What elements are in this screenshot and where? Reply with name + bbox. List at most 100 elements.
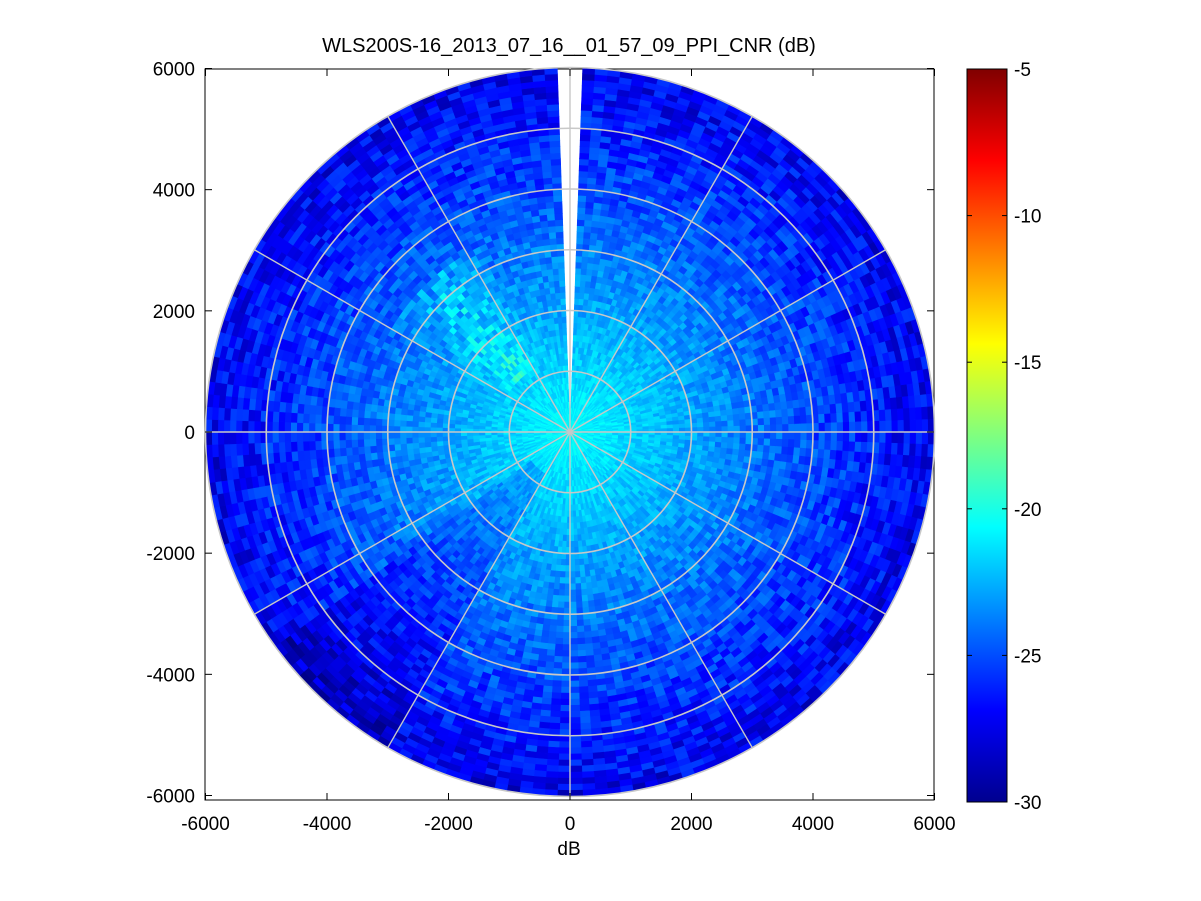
ppi-cell <box>430 440 438 447</box>
ppi-cell <box>578 558 585 566</box>
ppi-cell <box>429 426 437 433</box>
ppi-cell <box>672 424 680 429</box>
ppi-cell <box>460 435 468 440</box>
ppi-cell <box>411 420 419 428</box>
ppi-cell <box>569 559 576 566</box>
ppi-cell <box>715 426 723 433</box>
ppi-cell <box>578 564 585 572</box>
ppi-cell <box>721 436 729 444</box>
ppi-cell <box>732 413 741 421</box>
ppi-cell <box>563 595 571 603</box>
ppi-cell <box>715 421 723 428</box>
ppi-cell <box>581 594 589 603</box>
ppi-cell <box>559 285 566 293</box>
ppi-cell <box>560 558 566 566</box>
ppi-cell <box>558 267 565 275</box>
ppi-cell <box>554 286 561 294</box>
ppi-cell <box>564 559 571 566</box>
ppi-cell <box>549 286 556 294</box>
ppi-cell <box>558 273 566 281</box>
ppi-cell <box>715 436 723 443</box>
ppi-cell <box>574 273 582 281</box>
ppi-cell <box>703 431 711 438</box>
ppi-cell <box>654 425 662 430</box>
ppi-cell <box>709 426 717 433</box>
ppi-cell <box>472 434 480 440</box>
ppi-cell <box>411 431 419 438</box>
ppi-cell <box>552 268 560 276</box>
ppi-cell <box>702 436 710 443</box>
ppi-cell <box>550 292 557 301</box>
ppi-cell <box>546 268 554 276</box>
ppi-cell <box>567 401 570 409</box>
ppi-cell <box>424 441 432 448</box>
ppi-cell <box>579 570 586 578</box>
ppi-cell <box>412 447 420 455</box>
ppi-cell <box>412 415 420 422</box>
ppi-cell <box>579 286 586 294</box>
ppi-cell <box>587 256 595 264</box>
ppi-cell <box>581 255 589 264</box>
ppi-cell <box>580 274 587 282</box>
ppi-cell <box>733 425 741 433</box>
ppi-cell <box>567 395 570 403</box>
ppi-cell <box>720 442 728 449</box>
ppi-cell <box>423 436 431 443</box>
ppi-cell <box>436 422 444 428</box>
ppi-cell <box>412 442 420 449</box>
ppi-cell <box>565 377 569 384</box>
ppi-cell <box>569 583 576 591</box>
ppi-cell <box>573 528 578 536</box>
ppi-cell <box>586 588 594 596</box>
ppi-cell <box>454 435 462 441</box>
ppi-cell <box>569 595 577 603</box>
ppi-cell <box>580 588 588 596</box>
ppi-cell <box>573 534 578 542</box>
ppi-cell <box>564 358 569 366</box>
ppi-cell <box>733 431 741 439</box>
ppi-cell <box>574 577 581 585</box>
ppi-cell <box>574 564 581 572</box>
chart-title: WLS200S-16_2013_07_16__01_57_09_PPI_CNR … <box>322 35 816 57</box>
ppi-cell <box>696 422 704 428</box>
ppi-cell <box>564 583 571 591</box>
ppi-cell <box>660 424 668 430</box>
ppi-cell <box>405 425 413 433</box>
ppi-cell <box>424 416 432 423</box>
ppi-cell <box>715 431 723 438</box>
ppi-cell <box>586 594 595 602</box>
ppi-cell <box>562 322 567 330</box>
ppi-cell <box>572 522 578 530</box>
ppi-cell <box>574 583 582 591</box>
ppi-cell <box>429 431 437 438</box>
ppi-cell <box>399 431 407 439</box>
ppi-cell <box>666 424 674 429</box>
ppi-cell <box>585 582 593 590</box>
ppi-cell <box>579 576 587 584</box>
ppi-cell <box>563 346 568 354</box>
ppi-cell <box>720 415 728 422</box>
ppi-cell <box>558 583 566 591</box>
ppi-cell <box>575 261 583 269</box>
ppi-cell <box>553 582 560 590</box>
ppi-cell <box>553 274 560 282</box>
ppi-cell <box>399 443 408 451</box>
ppi-cell <box>726 408 734 416</box>
ppi-cell <box>575 589 582 597</box>
ppi-cell <box>708 441 716 448</box>
ppi-cell <box>733 419 741 427</box>
ppi-cell <box>436 426 443 433</box>
ppi-cell <box>721 431 729 438</box>
ppi-cell <box>405 437 413 444</box>
ppi-cell <box>545 262 554 270</box>
ppi-cell <box>583 563 590 572</box>
ppi-cell <box>733 437 741 445</box>
ppi-cell <box>701 412 710 419</box>
ppi-cell <box>411 436 419 444</box>
ppi-cell <box>562 334 568 342</box>
ppi-cell <box>584 570 591 578</box>
ppi-cell <box>709 421 717 428</box>
ppi-cell <box>726 414 734 422</box>
ppi-cell <box>551 261 559 270</box>
ppi-cell <box>574 279 581 287</box>
